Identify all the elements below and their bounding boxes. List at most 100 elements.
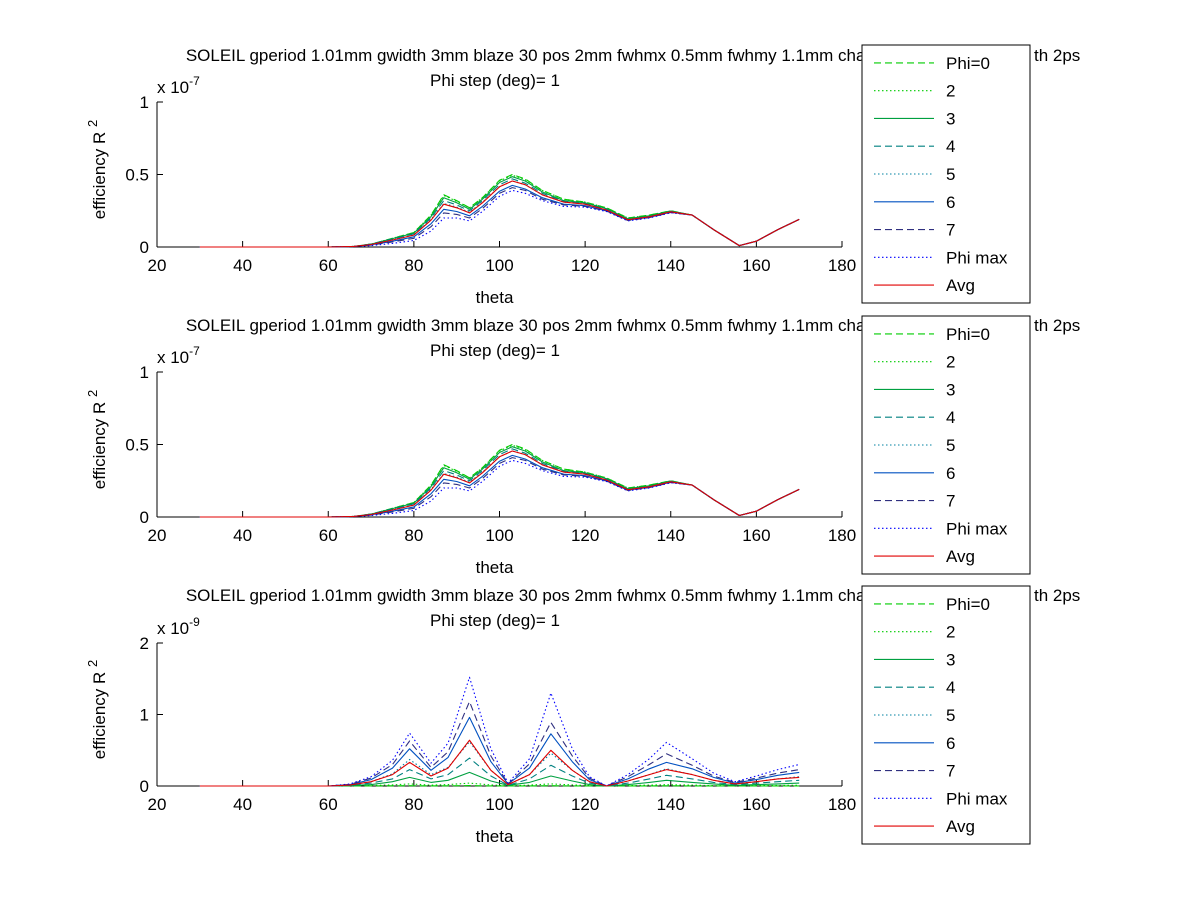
legend-label: 4	[946, 137, 955, 156]
x-axis-label: theta	[476, 827, 514, 846]
x-tick-label: 60	[319, 256, 338, 275]
x-axis-label: theta	[476, 558, 514, 577]
x-tick-label: 140	[657, 795, 685, 814]
series-line-2	[199, 782, 800, 787]
chart-title: SOLEIL gperiod 1.01mm gwidth 3mm blaze 3…	[186, 46, 904, 65]
x-tick-label: 80	[404, 256, 423, 275]
y-axis-label-exponent: 2	[85, 390, 100, 397]
series-line-8	[199, 189, 800, 248]
legend-label: 6	[946, 193, 955, 212]
legend: Phi=0 2 3 4 5 6 7 Phi max Avg	[861, 585, 1031, 845]
x-tick-label: 160	[742, 795, 770, 814]
y-axis-label-exponent: 2	[85, 120, 100, 127]
chart-title: SOLEIL gperiod 1.01mm gwidth 3mm blaze 3…	[186, 316, 904, 335]
chart-title: SOLEIL gperiod 1.01mm gwidth 3mm blaze 3…	[186, 586, 904, 605]
y-tick-label: 2	[140, 634, 149, 653]
legend-label: 2	[946, 353, 955, 372]
legend-label: 6	[946, 734, 955, 753]
x-tick-label: 120	[571, 256, 599, 275]
series-line-6	[199, 184, 800, 248]
series-line-2	[199, 174, 800, 248]
chart-panel-2: SOLEIL gperiod 1.01mm gwidth 3mm blaze 3…	[85, 315, 1080, 577]
legend-label: 7	[946, 492, 955, 511]
y-tick-label: 1	[140, 706, 149, 725]
x-tick-label: 100	[485, 795, 513, 814]
x-tick-label: 180	[828, 795, 856, 814]
series-line-4	[199, 448, 800, 518]
x-tick-label: 20	[148, 256, 167, 275]
legend-label: Avg	[946, 817, 975, 836]
chart-panel-3: SOLEIL gperiod 1.01mm gwidth 3mm blaze 3…	[85, 585, 1080, 846]
legend-label: 2	[946, 623, 955, 642]
legend-label: 5	[946, 706, 955, 725]
x-tick-label: 100	[485, 256, 513, 275]
y-axis-label: efficiency R 2	[85, 660, 109, 760]
legend-label: Avg	[946, 547, 975, 566]
legend-label: Phi=0	[946, 325, 990, 344]
legend-label: 3	[946, 380, 955, 399]
y-tick-label: 1	[140, 93, 149, 112]
y-multiplier: x 10-7	[157, 344, 200, 367]
y-tick-label: 0.5	[125, 166, 149, 185]
chart-title-suffix: th 2ps	[1034, 586, 1080, 605]
legend-label: 4	[946, 408, 955, 427]
series-line-8	[199, 459, 800, 518]
series-line-4	[199, 178, 800, 248]
legend-label: 7	[946, 221, 955, 240]
legend-label: 2	[946, 82, 955, 101]
legend-label: Phi=0	[946, 595, 990, 614]
x-axis-label: theta	[476, 288, 514, 307]
y-multiplier: x 10-7	[157, 74, 200, 97]
series-line-7	[199, 187, 800, 248]
legend-label: 7	[946, 762, 955, 781]
legend: Phi=0 2 3 4 5 6 7 Phi max Avg	[861, 315, 1031, 575]
x-tick-label: 180	[828, 256, 856, 275]
y-axis-label: efficiency R 2	[85, 390, 109, 490]
series-line-9	[199, 450, 800, 518]
y-tick-label: 0	[140, 508, 149, 527]
chart-panel-1: SOLEIL gperiod 1.01mm gwidth 3mm blaze 3…	[85, 44, 1080, 307]
legend-label: 3	[946, 109, 955, 128]
series-line-2	[199, 444, 800, 518]
chart-subtitle: Phi step (deg)= 1	[430, 611, 560, 630]
y-multiplier-exponent: -7	[189, 344, 200, 358]
legend: Phi=0 2 3 4 5 6 7 Phi max Avg	[861, 44, 1031, 304]
series-line-9	[199, 180, 800, 248]
x-tick-label: 140	[657, 256, 685, 275]
series-line-6	[199, 454, 800, 518]
series-line-8	[199, 676, 800, 787]
x-tick-label: 160	[742, 526, 770, 545]
legend-label: Phi max	[946, 248, 1008, 267]
legend-label: Phi max	[946, 519, 1008, 538]
x-tick-label: 40	[233, 795, 252, 814]
series-line-6	[199, 716, 800, 787]
series-line-9	[199, 739, 800, 787]
series-line-4	[199, 757, 800, 787]
x-tick-label: 40	[233, 526, 252, 545]
x-tick-label: 180	[828, 526, 856, 545]
x-tick-label: 80	[404, 526, 423, 545]
y-multiplier-exponent: -9	[189, 615, 200, 629]
x-tick-label: 60	[319, 526, 338, 545]
legend-label: Phi=0	[946, 54, 990, 73]
x-tick-label: 160	[742, 256, 770, 275]
legend-label: 5	[946, 165, 955, 184]
legend-label: Avg	[946, 276, 975, 295]
x-tick-label: 120	[571, 526, 599, 545]
legend-label: 4	[946, 678, 955, 697]
legend-label: 3	[946, 650, 955, 669]
chart-subtitle: Phi step (deg)= 1	[430, 71, 560, 90]
x-tick-label: 100	[485, 526, 513, 545]
chart-title-suffix: th 2ps	[1034, 316, 1080, 335]
y-axis-label: efficiency R 2	[85, 120, 109, 220]
x-tick-label: 40	[233, 256, 252, 275]
x-tick-label: 140	[657, 526, 685, 545]
legend-box	[861, 315, 1031, 575]
y-tick-label: 1	[140, 363, 149, 382]
x-tick-label: 20	[148, 526, 167, 545]
x-tick-label: 60	[319, 795, 338, 814]
x-tick-label: 120	[571, 795, 599, 814]
legend-label: 6	[946, 464, 955, 483]
y-tick-label: 0.5	[125, 436, 149, 455]
